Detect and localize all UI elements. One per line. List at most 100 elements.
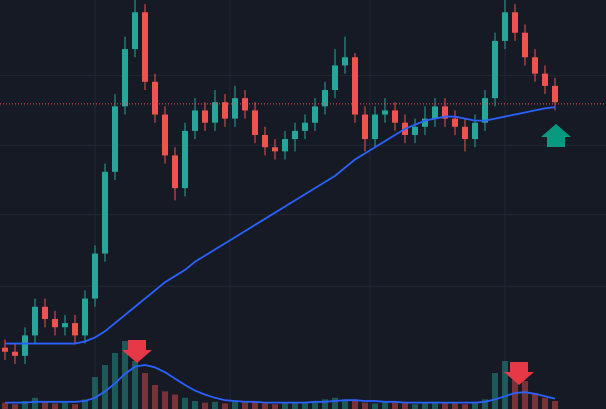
volume-bar bbox=[52, 403, 58, 409]
candle-body bbox=[362, 114, 368, 140]
volume-bar bbox=[492, 373, 498, 409]
volume-bar bbox=[512, 369, 518, 409]
candle-body bbox=[112, 106, 118, 172]
candle-body bbox=[462, 126, 468, 140]
volume-bar bbox=[372, 403, 378, 409]
candle-body bbox=[102, 171, 108, 254]
volume-bar bbox=[252, 401, 258, 409]
volume-bar bbox=[412, 404, 418, 409]
candle-body bbox=[12, 351, 18, 356]
candle-body bbox=[162, 114, 168, 156]
volume-bar bbox=[542, 397, 548, 409]
volume-bar bbox=[312, 401, 318, 409]
volume-bar bbox=[242, 402, 248, 409]
candle-body bbox=[212, 102, 218, 123]
candle-body bbox=[312, 106, 318, 123]
candle-body bbox=[342, 57, 348, 66]
volume-bar bbox=[332, 397, 338, 409]
volume-bar bbox=[302, 401, 308, 409]
candle-body bbox=[422, 118, 428, 127]
candle-body bbox=[292, 130, 298, 140]
volume-bar bbox=[362, 402, 368, 409]
volume-bar bbox=[22, 401, 28, 409]
volume-average-line bbox=[5, 364, 556, 404]
candle-body bbox=[382, 110, 388, 115]
volume-bar bbox=[232, 401, 238, 409]
candle-body bbox=[262, 134, 268, 148]
candle-body bbox=[522, 32, 528, 58]
sell-arrow bbox=[504, 362, 534, 385]
volume-bar bbox=[62, 402, 68, 409]
candle-body bbox=[412, 126, 418, 135]
candle-body bbox=[32, 306, 38, 336]
volume-bar bbox=[42, 401, 48, 409]
volume-bar bbox=[522, 381, 528, 409]
volume-pane bbox=[2, 341, 558, 409]
volume-bar bbox=[422, 402, 428, 409]
candle-body bbox=[152, 81, 158, 115]
buy-arrow bbox=[541, 124, 571, 147]
candle-body bbox=[432, 106, 438, 119]
candle-body bbox=[552, 85, 558, 103]
candle-body bbox=[72, 323, 78, 336]
volume-bar bbox=[82, 399, 88, 409]
candles bbox=[2, 0, 558, 365]
candle-body bbox=[52, 319, 58, 328]
candle-body bbox=[142, 12, 148, 82]
candle-body bbox=[202, 110, 208, 123]
candle-body bbox=[182, 130, 188, 189]
volume-bar bbox=[452, 402, 458, 409]
volume-bar bbox=[392, 402, 398, 409]
candle-body bbox=[532, 57, 538, 74]
volume-bar bbox=[472, 401, 478, 409]
volume-bar bbox=[162, 391, 168, 409]
volume-bar bbox=[182, 397, 188, 409]
candle-body bbox=[482, 98, 488, 123]
candle-body bbox=[192, 110, 198, 131]
volume-bar bbox=[112, 353, 118, 409]
candle-body bbox=[232, 98, 238, 119]
volume-bar bbox=[272, 404, 278, 409]
volume-bar bbox=[2, 402, 8, 409]
candle-body bbox=[252, 110, 258, 135]
candle-body bbox=[352, 57, 358, 115]
candle-body bbox=[332, 65, 338, 90]
volume-bar bbox=[402, 403, 408, 409]
volume-bar bbox=[172, 394, 178, 409]
volume-bar bbox=[222, 403, 228, 409]
volume-bar bbox=[72, 404, 78, 409]
candle-body bbox=[442, 106, 448, 119]
sell-arrow bbox=[122, 340, 152, 363]
volume-bar bbox=[262, 403, 268, 409]
volume-bar bbox=[462, 404, 468, 409]
volume-bar bbox=[382, 401, 388, 409]
volume-bar bbox=[102, 365, 108, 409]
candle-body bbox=[542, 73, 548, 86]
volume-bar bbox=[92, 377, 98, 409]
candle-body bbox=[372, 114, 378, 140]
lines bbox=[0, 103, 606, 404]
candle-body bbox=[62, 323, 68, 328]
candle-body bbox=[502, 12, 508, 41]
candle-body bbox=[472, 122, 478, 140]
volume-bar bbox=[12, 404, 18, 409]
candle-body bbox=[322, 89, 328, 107]
volume-bar bbox=[432, 401, 438, 409]
volume-bar bbox=[192, 401, 198, 409]
volume-bar bbox=[502, 361, 508, 409]
candle-body bbox=[92, 253, 98, 299]
candle-body bbox=[172, 155, 178, 189]
candle-body bbox=[2, 347, 8, 352]
volume-bar bbox=[152, 385, 158, 409]
volume-bar bbox=[352, 401, 358, 409]
candle-body bbox=[492, 40, 498, 99]
volume-bar bbox=[292, 403, 298, 409]
volume-bar bbox=[482, 399, 488, 409]
volume-bar bbox=[212, 401, 218, 409]
volume-bar bbox=[282, 402, 288, 409]
candle-body bbox=[302, 122, 308, 131]
candle-body bbox=[512, 12, 518, 33]
